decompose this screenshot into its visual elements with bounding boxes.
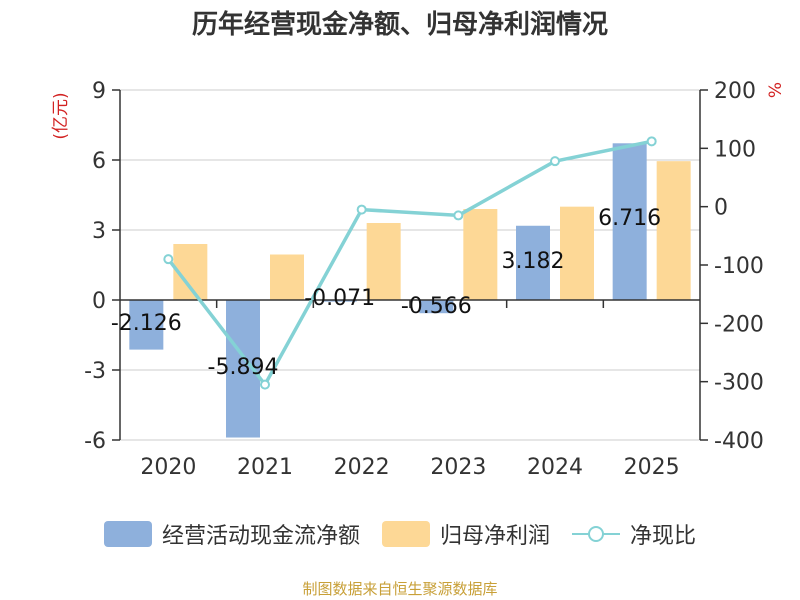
cashflow-value-label: -2.126	[111, 311, 182, 336]
ratio-point	[453, 210, 464, 221]
net-profit-bar	[656, 161, 691, 300]
x-tick-label: 2021	[237, 455, 293, 480]
cashflow-value-label: 3.182	[502, 249, 565, 274]
ratio-polyline	[166, 139, 653, 387]
legend-label-net-profit: 归母净利润	[439, 524, 550, 549]
net-profit-bar	[560, 206, 594, 300]
ratio-point	[163, 254, 174, 265]
cashflow-bar	[129, 300, 164, 350]
right-tick-label: 200	[714, 79, 756, 104]
source-footer: 制图数据来自恒生聚源数据库	[302, 580, 498, 598]
cashflow-bar	[419, 300, 454, 314]
x-tick-label: 2020	[140, 455, 196, 480]
cashflow-value-label: 6.716	[598, 206, 661, 231]
left-tick-label: 3	[92, 219, 106, 244]
net-profit-bar	[366, 223, 401, 300]
legend-swatch-cashflow	[103, 521, 152, 547]
ratio-point	[646, 136, 657, 147]
grid-lines	[120, 89, 700, 441]
cashflow-value-label: -5.894	[208, 355, 279, 380]
cashflow-value-label: -0.071	[304, 286, 375, 311]
left-axis-label: (亿元)	[51, 92, 71, 139]
right-axis-label: %	[766, 82, 786, 98]
legend-swatch-ratio	[572, 521, 620, 547]
legend-label-cashflow: 经营活动现金流净额	[161, 524, 360, 549]
right-tick-label: 0	[714, 196, 728, 221]
bar-labels: -2.126 -5.894 -0.071 -0.566 3.182 6.716	[111, 206, 661, 380]
legend-item-net-profit[interactable]: 归母净利润	[381, 518, 550, 550]
legend-item-ratio[interactable]: 净现比	[572, 518, 696, 550]
net-profit-bar	[463, 209, 498, 300]
chart-title: 历年经营现金净额、归母净利润情况	[191, 10, 608, 40]
ratio-point	[550, 156, 560, 167]
net-profit-bar	[270, 254, 304, 300]
legend-label-ratio: 净现比	[630, 524, 697, 549]
cashflow-bar	[612, 143, 647, 300]
right-axis: -400 -300 -200 -100 0 100 200%	[699, 79, 786, 454]
legend-swatch-net-profit	[381, 521, 430, 547]
bars	[129, 143, 691, 438]
x-tick-label: 2023	[430, 455, 486, 480]
cashflow-bar	[322, 300, 357, 302]
x-axis: 2020 2021 2022 2023 2024 2025	[140, 300, 680, 480]
left-tick-label: 6	[92, 149, 106, 174]
right-tick-label: 100	[714, 137, 756, 162]
left-tick-label: -3	[84, 359, 106, 384]
cashflow-bar	[516, 225, 550, 300]
x-tick-label: 2025	[624, 455, 680, 480]
legend: 经营活动现金流净额 归母净利润 净现比	[0, 516, 800, 552]
x-tick-label: 2022	[334, 455, 390, 480]
x-tick-label: 2024	[527, 455, 583, 480]
cashflow-value-label: -0.566	[401, 294, 472, 319]
right-tick-label: -200	[714, 312, 764, 337]
legend-item-cashflow[interactable]: 经营活动现金流净额	[103, 518, 360, 550]
ratio-point	[260, 379, 270, 390]
right-tick-label: -400	[714, 429, 764, 454]
left-tick-label: 0	[92, 289, 106, 314]
left-tick-label: -6	[84, 429, 106, 454]
right-tick-label: -100	[714, 254, 764, 279]
ratio-point	[356, 204, 367, 215]
left-axis: -6 -3 0 3 6 9 (亿元)	[51, 79, 121, 454]
right-tick-label: -300	[714, 371, 764, 396]
ratio-line	[163, 136, 657, 390]
left-tick-label: 9	[92, 79, 106, 104]
